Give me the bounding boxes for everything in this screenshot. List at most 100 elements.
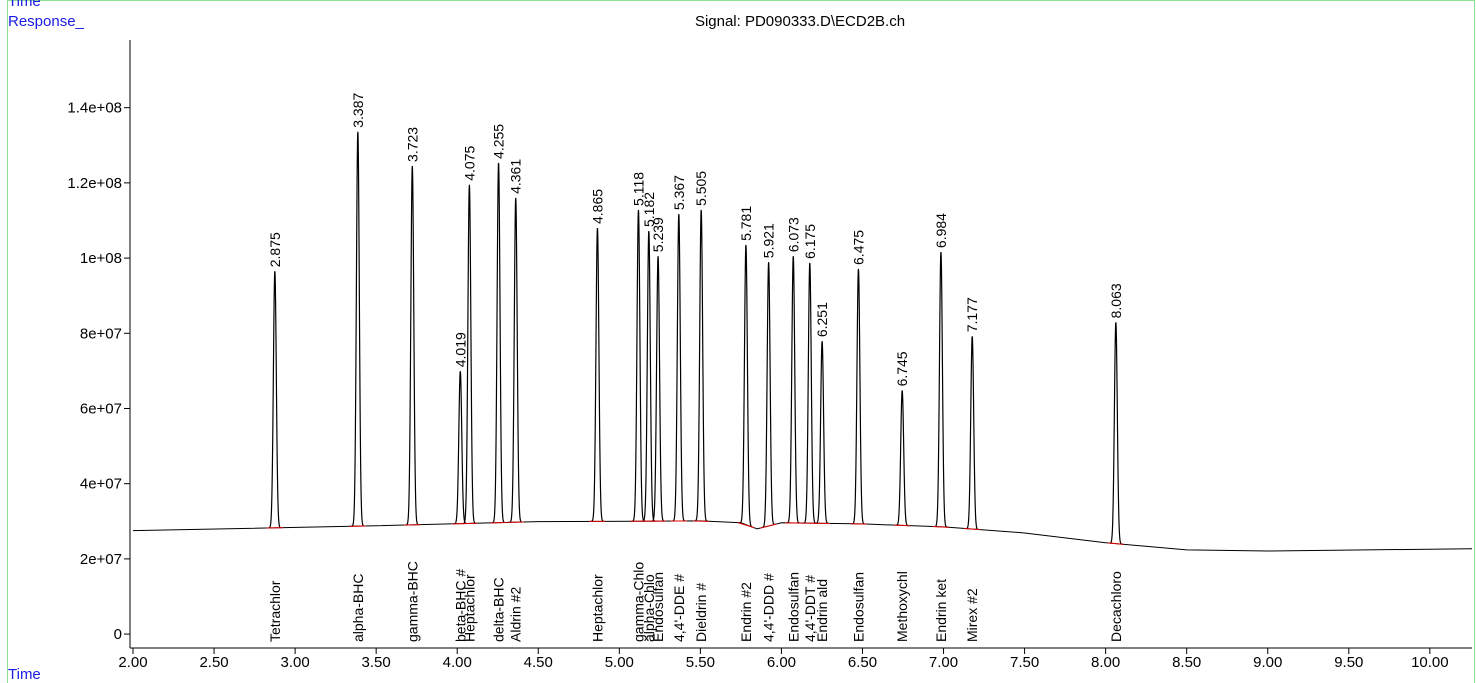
peak-baseline [932, 526, 950, 528]
x-tick-label: 5.50 [686, 654, 715, 671]
peak [590, 227, 604, 522]
x-tick-label: 10.00 [1411, 654, 1449, 671]
compound-label: delta-BHC [491, 577, 507, 642]
x-tick-label: 4.00 [443, 654, 472, 671]
peak [651, 256, 665, 522]
retention-time-label: 4.865 [589, 189, 605, 224]
peak [509, 197, 523, 523]
y-tick-label: 6e+07 [80, 400, 122, 417]
peak-baseline [760, 523, 777, 529]
x-tick-label: 3.50 [362, 654, 391, 671]
compound-label: Heptachlor [589, 574, 605, 642]
y-tick-label: 4e+07 [80, 476, 122, 493]
compound-label: Endrin ald [814, 579, 830, 642]
peak [851, 268, 865, 525]
peak [934, 252, 948, 528]
y-tick-label: 1e+08 [80, 250, 122, 267]
y-tick-label: 2e+07 [80, 551, 122, 568]
x-tick-label: 6.00 [767, 654, 796, 671]
frame [7, 0, 1475, 683]
x-tick-label: 8.50 [1172, 654, 1201, 671]
peak [1109, 322, 1123, 545]
x-tick-label: 7.00 [929, 654, 958, 671]
peak-baseline [737, 522, 755, 529]
peak [786, 256, 800, 524]
compound-label: gamma-BHC [404, 561, 420, 642]
compound-label: 4,4'-DDT # [802, 575, 818, 642]
retention-time-label: 5.182 [641, 192, 657, 227]
retention-time-label: 6.073 [785, 217, 801, 252]
retention-time-label: 8.063 [1108, 283, 1124, 318]
compound-label: Mirex #2 [964, 588, 980, 642]
compound-label: Methoxychl [894, 571, 910, 642]
peak [642, 230, 656, 522]
peak [631, 209, 645, 522]
peak [739, 244, 753, 528]
peak [453, 371, 467, 525]
peak [694, 209, 708, 522]
retention-time-label: 6.475 [850, 230, 866, 265]
compound-label: Heptachlor [461, 574, 477, 642]
x-tick-label: 9.50 [1334, 654, 1363, 671]
compound-label: gamma-Chlo [630, 562, 646, 642]
compound-label: 4,4'-DDD # [761, 573, 777, 642]
header-label: Time [8, 0, 41, 10]
compound-label: 4,4'-DDE # [671, 574, 687, 642]
retention-time-label: 2.875 [267, 232, 283, 267]
compound-label: Decachloro [1108, 571, 1124, 642]
compound-label: Dieldrin # [693, 583, 709, 642]
y-tick-label: 1.2e+08 [67, 175, 122, 192]
compound-label: alpha-BHC [350, 574, 366, 642]
x-tick-label: 7.50 [1010, 654, 1039, 671]
chart-title: Signal: PD090333.D\ECD2B.ch [695, 13, 905, 30]
compound-label: Tetrachlor [267, 580, 283, 642]
retention-time-label: 4.255 [491, 124, 507, 159]
retention-time-label: 4.361 [508, 159, 524, 194]
compound-label: Endosulfan [785, 572, 801, 642]
x-tick-label: 5.00 [605, 654, 634, 671]
retention-time-label: 3.723 [404, 127, 420, 162]
y-tick-label: 8e+07 [80, 325, 122, 342]
retention-time-label: 6.745 [894, 351, 910, 386]
retention-time-label: 6.175 [802, 224, 818, 259]
peak [492, 162, 506, 524]
retention-time-label: 7.177 [964, 297, 980, 332]
peak [965, 336, 979, 531]
x-tick-label: 2.00 [118, 654, 147, 671]
peak-baseline [894, 524, 911, 527]
retention-time-label: 5.239 [650, 217, 666, 252]
compound-label: Endosulfan [850, 572, 866, 642]
peak-baseline [964, 527, 981, 531]
peak [803, 262, 817, 524]
peak [761, 262, 776, 529]
x-tick-label: 3.00 [281, 654, 310, 671]
peak [405, 165, 419, 526]
compound-label: beta-BHC # [452, 569, 468, 642]
peak [672, 214, 686, 522]
peak-baseline [1107, 542, 1125, 545]
y-tick-label: 0 [114, 626, 122, 643]
compound-label: Endrin #2 [738, 582, 754, 642]
peak [268, 271, 282, 529]
retention-time-label: 6.984 [933, 213, 949, 248]
compound-label: Aldrin #2 [508, 587, 524, 642]
retention-time-label: 5.921 [761, 223, 777, 258]
retention-time-label: 5.505 [693, 171, 709, 206]
retention-time-label: 6.251 [814, 302, 830, 337]
x-axis-label: Time [8, 666, 41, 683]
retention-time-label: 4.019 [452, 332, 468, 367]
retention-time-label: 4.075 [461, 146, 477, 181]
peak [462, 184, 476, 525]
y-tick-label: 1.4e+08 [67, 100, 122, 117]
retention-time-label: 3.387 [350, 92, 366, 127]
compound-label: alpha-Chlo [641, 574, 657, 642]
peak [895, 390, 909, 527]
x-tick-label: 6.50 [848, 654, 877, 671]
compound-label: Endrin ket [933, 579, 949, 642]
x-tick-label: 9.00 [1253, 654, 1282, 671]
signal-baseline [132, 520, 1473, 552]
peak [815, 341, 829, 525]
x-tick-label: 8.00 [1091, 654, 1120, 671]
